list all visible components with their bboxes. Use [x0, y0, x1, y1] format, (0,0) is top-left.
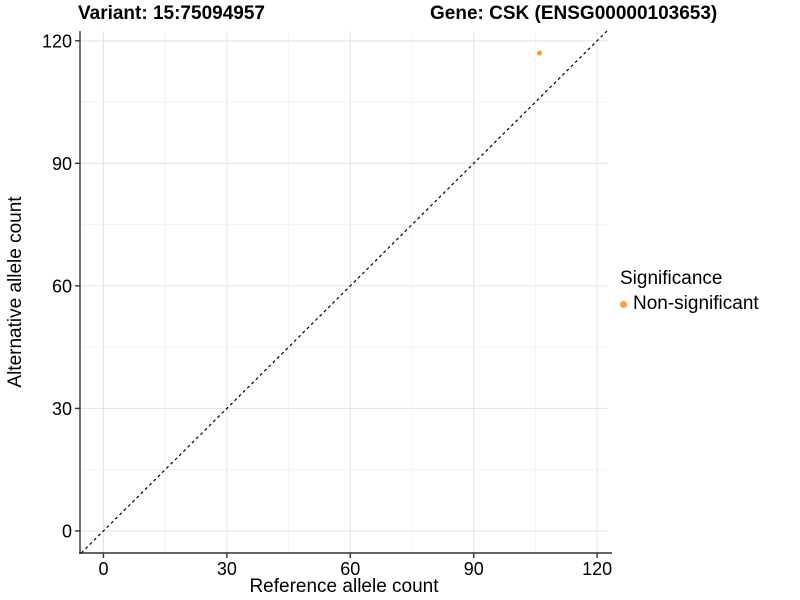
plot-title-gene: Gene: CSK (ENSG00000103653) [430, 3, 718, 24]
x-axis-title: Reference allele count [249, 576, 439, 597]
data-point [536, 50, 543, 56]
identity-line [80, 30, 608, 554]
legend-point-icon [620, 300, 627, 308]
y-axis-title: Alternative allele count [5, 196, 26, 388]
y-tick-label: 30 [52, 399, 72, 419]
y-tick-label: 120 [42, 31, 72, 51]
y-tick-label: 90 [52, 154, 72, 174]
legend-title: Significance [620, 268, 723, 289]
y-tick-label: 0 [62, 521, 72, 541]
y-tick-label: 60 [52, 276, 72, 296]
x-tick-label: 30 [217, 559, 237, 579]
legend-item: Non-significant [620, 293, 759, 315]
x-tick-label: 120 [582, 559, 612, 579]
x-tick-label: 0 [98, 559, 108, 579]
legend: Significance Non-significant [620, 268, 759, 315]
legend-label: Non-significant [633, 293, 759, 314]
x-tick-label: 60 [340, 559, 360, 579]
plot-title-variant: Variant: 15:75094957 [78, 3, 265, 24]
x-tick-label: 90 [464, 559, 484, 579]
